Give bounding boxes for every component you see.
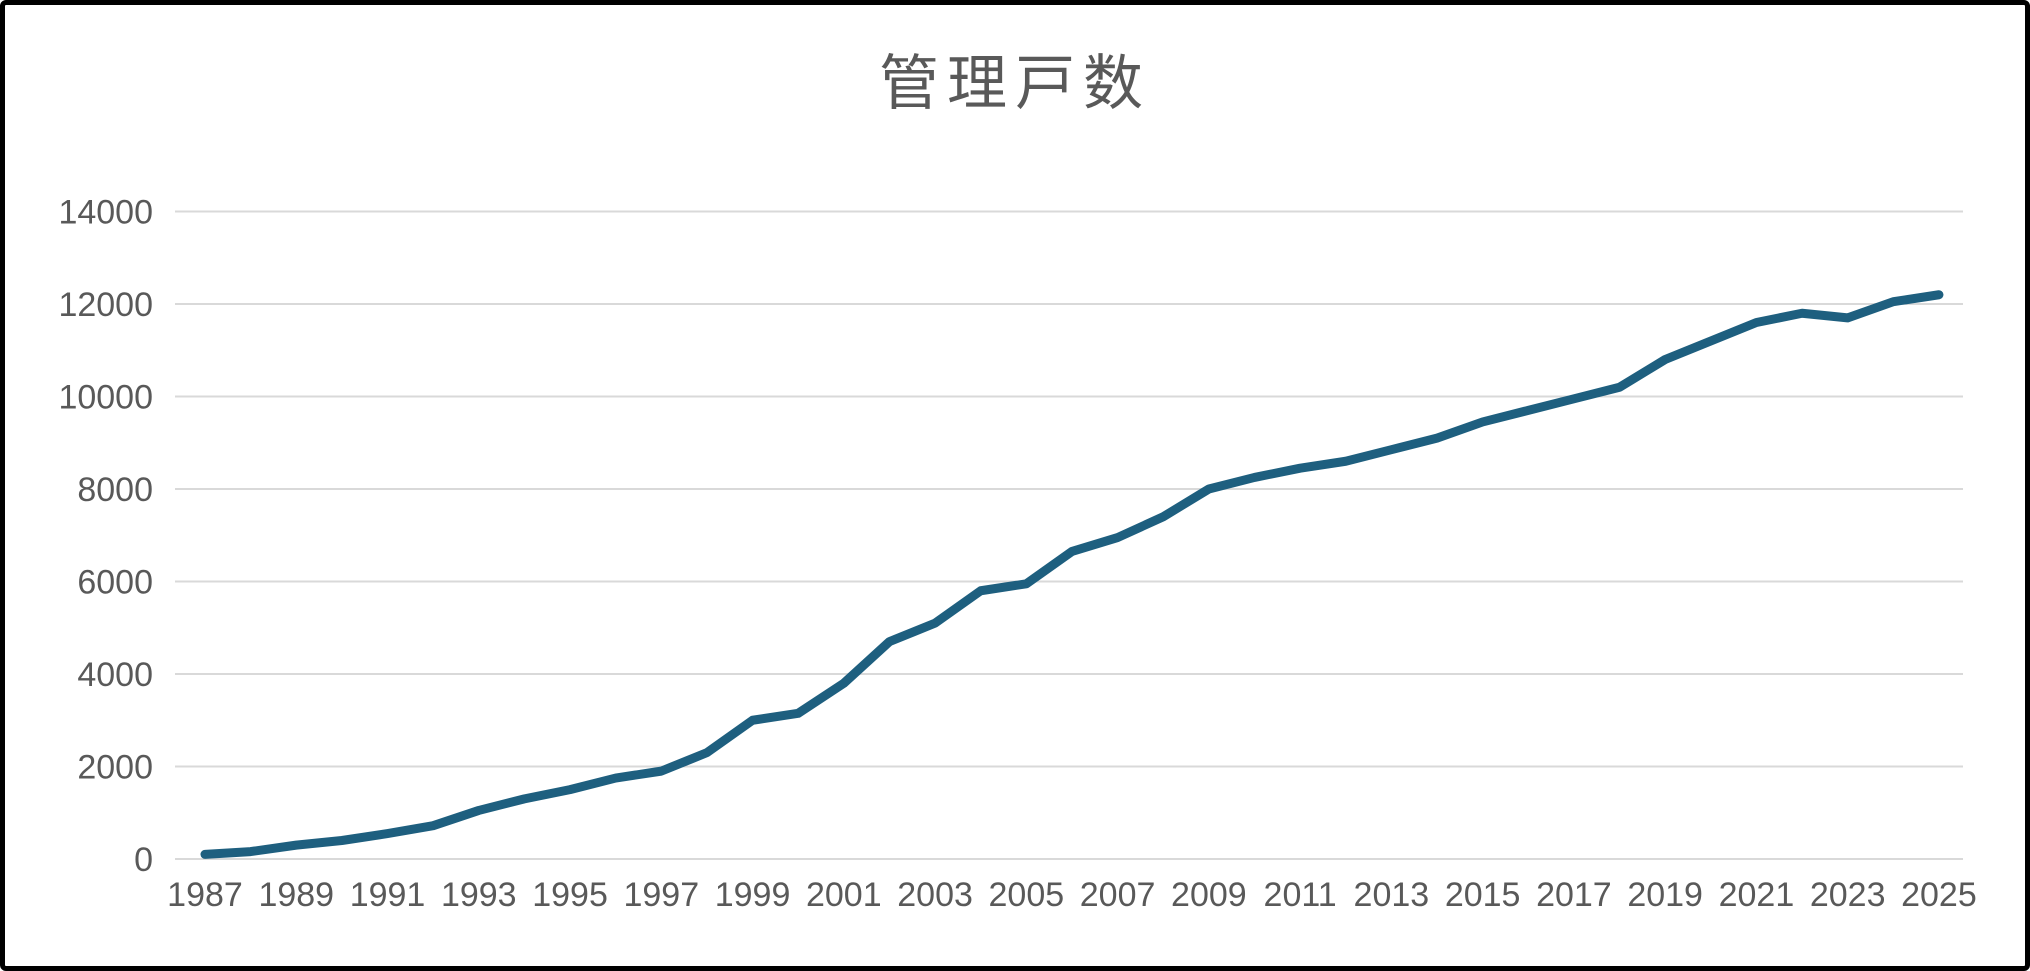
x-axis-tick-label: 2005 (989, 876, 1065, 914)
x-axis-tick-label: 2019 (1627, 876, 1703, 914)
x-axis-tick-label: 2015 (1445, 876, 1521, 914)
x-axis-tick-label: 2021 (1719, 876, 1795, 914)
y-axis-tick-label: 4000 (77, 656, 153, 694)
chart-title: 管理戸数 (879, 50, 1151, 117)
y-axis-tick-label: 0 (134, 841, 153, 879)
x-axis-tick-label: 2001 (806, 876, 882, 914)
x-axis-tick-label: 2011 (1264, 876, 1337, 914)
x-axis-tick-label: 1993 (441, 876, 517, 914)
x-axis-tick-label: 1997 (623, 876, 699, 914)
x-axis-tick-label: 2025 (1901, 876, 1977, 914)
x-axis-tick-label: 2023 (1810, 876, 1886, 914)
x-axis-tick-label: 2009 (1171, 876, 1247, 914)
x-axis-tick-label: 1999 (715, 876, 791, 914)
y-axis-tick-label: 8000 (77, 471, 153, 509)
x-axis-tick-label: 2013 (1354, 876, 1430, 914)
data-series-line (200, 290, 1944, 859)
y-axis-tick-label: 10000 (58, 379, 153, 417)
x-axis-tick-label: 1991 (350, 876, 426, 914)
x-axis-tick-label: 1987 (167, 876, 243, 914)
chart-canvas: 0 2000 4000 6000 8000 10000 12000 14000 1987 1989… (58, 194, 1977, 915)
x-axis-tick-label: 1995 (532, 876, 608, 914)
x-axis-tick-label: 2007 (1080, 876, 1156, 914)
x-axis-tick-label: 1989 (258, 876, 334, 914)
y-axis-tick-label: 12000 (58, 286, 153, 324)
y-axis-tick-label: 2000 (77, 749, 153, 787)
x-axis-tick-label: 2017 (1536, 876, 1612, 914)
y-axis-tick-label: 14000 (58, 194, 153, 232)
y-axis-tick-label: 6000 (77, 564, 153, 602)
x-axis-tick-label: 2003 (897, 876, 973, 914)
